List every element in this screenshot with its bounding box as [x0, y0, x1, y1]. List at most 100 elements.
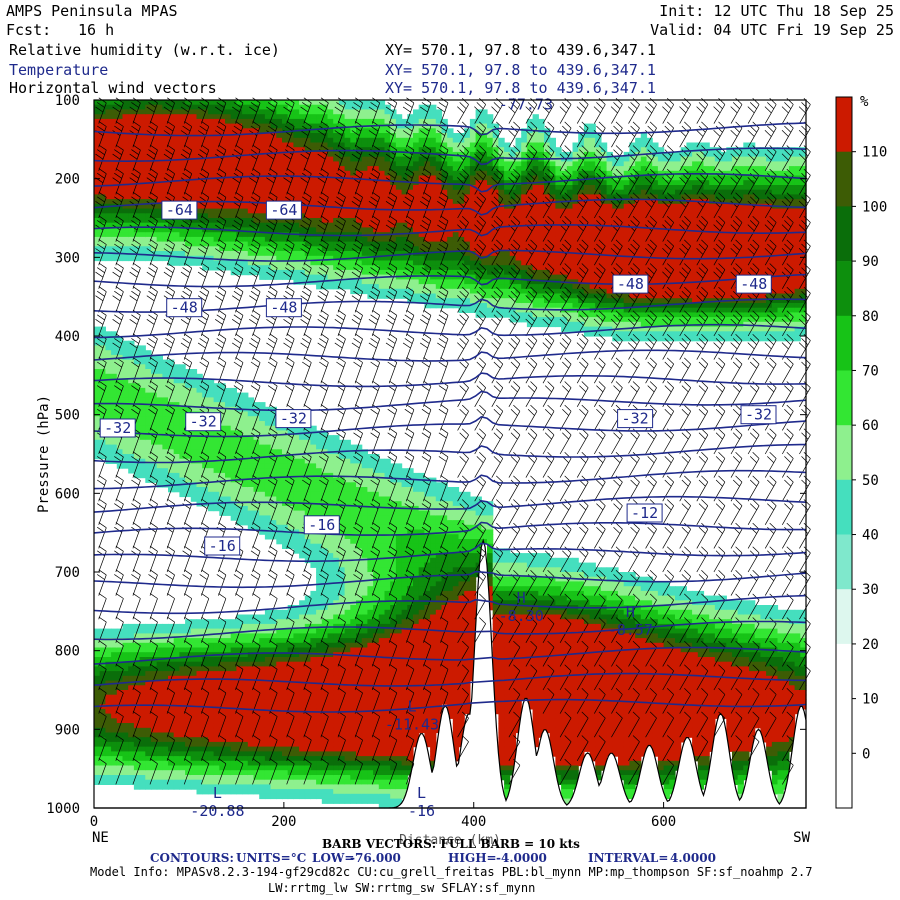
- rh-cell: [253, 147, 260, 153]
- rh-cell: [327, 760, 334, 767]
- rh-cell: [122, 675, 129, 682]
- rh-cell: [162, 175, 169, 181]
- rh-cell: [264, 411, 272, 417]
- rh-cell: [219, 647, 226, 653]
- rh-cell: [350, 269, 357, 276]
- rh-cell: [225, 666, 232, 672]
- rh-cell: [350, 727, 357, 734]
- rh-cell: [190, 477, 198, 483]
- rh-cell: [276, 147, 283, 153]
- rh-cell: [133, 128, 141, 134]
- rh-cell: [128, 364, 135, 370]
- rh-cell: [116, 435, 124, 441]
- rh-cell: [94, 435, 101, 441]
- rh-cell: [338, 468, 346, 474]
- rh-cell: [225, 472, 232, 479]
- rh-cell: [310, 199, 317, 205]
- rh-cell: [122, 350, 129, 356]
- rh-cell: [321, 657, 329, 663]
- rh-cell: [276, 723, 283, 729]
- field-xy-temperature: XY= 570.1, 97.8 to 439.6,347.1: [385, 61, 656, 79]
- rh-cell: [299, 151, 306, 158]
- rh-cell: [259, 487, 266, 493]
- rh-cell: [173, 765, 180, 771]
- rh-cell: [213, 505, 220, 512]
- rh-cell: [356, 472, 363, 479]
- rh-cell: [316, 114, 323, 120]
- rh-cell: [145, 751, 152, 757]
- rh-cell: [242, 454, 249, 460]
- rh-cell: [338, 123, 346, 129]
- rh-cell: [293, 609, 300, 616]
- rh-cell: [253, 123, 260, 129]
- rh-cell: [282, 274, 289, 280]
- rh-cell: [287, 118, 294, 125]
- rh-cell: [338, 170, 346, 177]
- rh-cell: [99, 222, 106, 228]
- rh-cell: [333, 208, 340, 214]
- rh-cell: [310, 590, 317, 597]
- rh-cell: [270, 236, 277, 243]
- rh-cell: [316, 765, 323, 771]
- rh-cell: [264, 104, 272, 110]
- rh-cell: [122, 236, 129, 243]
- rh-cell: [247, 185, 255, 191]
- rh-cell: [225, 421, 232, 427]
- rh-cell: [356, 175, 363, 181]
- rh-cell: [128, 666, 135, 672]
- rh-cell: [287, 265, 294, 271]
- rh-cell: [122, 699, 129, 705]
- rh-cell: [247, 737, 255, 743]
- rh-cell: [196, 166, 203, 172]
- rh-cell: [264, 156, 272, 162]
- rh-cell: [321, 694, 329, 700]
- rh-cell: [213, 114, 220, 120]
- rh-cell: [99, 123, 106, 129]
- rh-cell: [259, 118, 266, 125]
- rh-cell: [242, 156, 249, 162]
- rh-cell: [173, 387, 180, 394]
- rh-cell: [338, 501, 346, 507]
- rh-cell: [162, 378, 169, 384]
- rh-cell: [293, 482, 300, 488]
- rh-cell: [213, 185, 220, 191]
- rh-cell: [316, 642, 323, 649]
- rh-cell: [293, 784, 300, 790]
- rh-cell: [259, 463, 266, 469]
- rh-cell: [276, 638, 283, 644]
- rh-cell: [333, 680, 340, 686]
- rh-cell: [99, 657, 106, 663]
- rh-cell: [219, 789, 226, 795]
- rh-cell: [168, 359, 175, 365]
- rh-cell: [299, 203, 306, 210]
- rh-cell: [105, 364, 112, 370]
- rh-cell: [293, 133, 300, 139]
- rh-cell: [168, 638, 175, 644]
- rh-cell: [162, 128, 169, 134]
- rh-cell: [327, 647, 334, 653]
- rh-cell: [270, 411, 277, 417]
- rh-cell: [162, 784, 169, 790]
- rh-cell: [196, 694, 203, 700]
- rh-cell: [316, 487, 323, 493]
- rh-cell: [327, 251, 334, 257]
- rh-cell: [151, 737, 158, 743]
- rh-cell: [338, 633, 346, 639]
- rh-cell: [282, 260, 289, 266]
- rh-cell: [356, 793, 363, 800]
- rh-cell: [190, 189, 198, 195]
- rh-cell: [213, 685, 220, 691]
- rh-cell: [173, 633, 180, 639]
- rh-cell: [173, 732, 180, 738]
- rh-cell: [293, 666, 300, 672]
- rh-cell: [133, 350, 141, 356]
- rh-cell: [361, 751, 368, 757]
- rh-cell: [230, 104, 237, 110]
- rh-cell: [151, 373, 158, 380]
- rh-cell: [264, 520, 272, 526]
- rh-cell: [264, 449, 272, 455]
- rh-cell: [321, 208, 329, 214]
- rh-cell: [338, 793, 346, 800]
- rh-cell: [304, 784, 312, 790]
- rh-cell: [270, 161, 277, 167]
